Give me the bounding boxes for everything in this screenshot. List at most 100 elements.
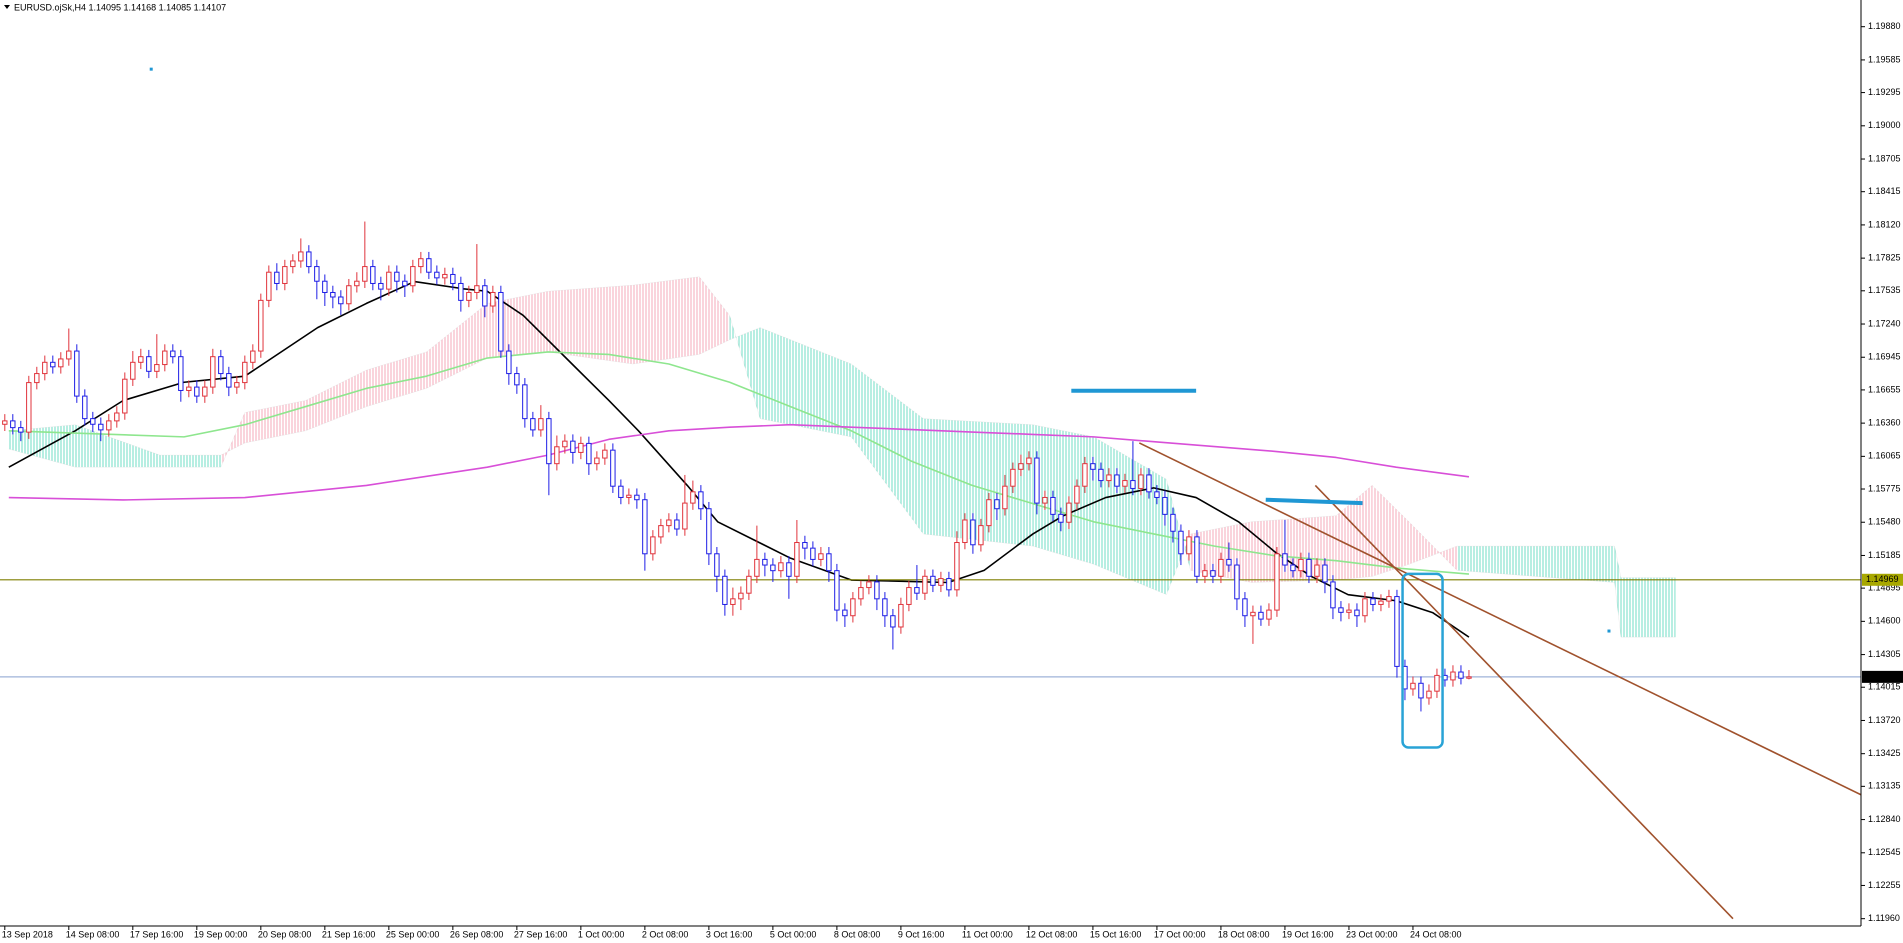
candle-body <box>1058 513 1064 523</box>
trendline <box>1138 442 1861 796</box>
candle-body <box>50 361 56 368</box>
candle-body <box>1282 553 1288 566</box>
candle-body <box>354 280 360 287</box>
y-tick-label: 1.14305 <box>1868 649 1901 659</box>
cloud-segment <box>923 418 1033 547</box>
candle-body <box>490 291 496 307</box>
x-tick-label: 19 Sep 00:00 <box>194 929 248 939</box>
x-tick-label: 2 Oct 08:00 <box>642 929 689 939</box>
cloud-segment <box>548 285 633 365</box>
candle-body <box>194 386 200 397</box>
candle-body <box>1346 609 1352 613</box>
candle-body <box>386 271 392 290</box>
candle-body <box>458 282 464 301</box>
candle-body <box>498 291 504 352</box>
candle-body <box>250 350 256 363</box>
candle-body <box>986 499 992 527</box>
candle-body <box>26 382 32 433</box>
candle-body <box>1362 598 1368 617</box>
candle-body <box>1298 558 1304 572</box>
candle-body <box>1322 564 1328 583</box>
candle-body <box>210 356 216 388</box>
candle-body <box>2 420 8 425</box>
candle-body <box>962 519 968 544</box>
candle-body <box>586 442 592 465</box>
price-label: 1.14107 <box>1866 671 1899 681</box>
candle-body <box>234 382 240 388</box>
candle-body <box>1210 570 1216 577</box>
x-tick-label: 15 Oct 16:00 <box>1090 929 1142 939</box>
y-tick-label: 1.15185 <box>1868 550 1901 560</box>
candle-body <box>762 558 768 566</box>
candle-body <box>802 542 808 549</box>
candle-body <box>90 418 96 425</box>
cloud-segment <box>1336 485 1373 581</box>
candle-body <box>18 427 24 433</box>
candle-body <box>1002 485 1008 510</box>
y-tick-label: 1.15775 <box>1868 483 1901 493</box>
candle-body <box>242 361 248 384</box>
candle-body <box>546 418 552 465</box>
candle-body <box>42 361 48 375</box>
candle-body <box>162 350 168 366</box>
candle-body <box>178 356 184 391</box>
candle-body <box>450 273 456 284</box>
x-tick-label: 24 Oct 08:00 <box>1410 929 1462 939</box>
candle-body <box>938 578 944 586</box>
candle-body <box>322 280 328 293</box>
candle-body <box>1082 463 1088 487</box>
cloud-segment <box>75 424 161 468</box>
candle-body <box>1266 609 1272 620</box>
candle-body <box>1274 553 1280 611</box>
candle-body <box>378 282 384 290</box>
candle-body <box>522 384 528 420</box>
candle-body <box>66 350 72 360</box>
candle-body <box>906 587 912 605</box>
candle-body <box>122 378 128 414</box>
candle-body <box>890 615 896 628</box>
candle-body <box>1162 496 1168 515</box>
candle-body <box>98 423 104 431</box>
candle-body <box>898 603 904 628</box>
candle-body <box>10 420 16 429</box>
candle-body <box>850 598 856 617</box>
candle-body <box>842 609 848 617</box>
cloud-segment <box>160 455 221 468</box>
candle-body <box>1202 570 1208 577</box>
candle-body <box>442 273 448 279</box>
candle-body <box>1114 474 1120 487</box>
candle-body <box>1194 536 1200 577</box>
candle-body <box>1338 607 1344 613</box>
y-tick-label: 1.12840 <box>1868 814 1901 824</box>
candle-body <box>730 598 736 605</box>
x-tick-label: 1 Oct 00:00 <box>578 929 625 939</box>
candle-body <box>914 587 920 594</box>
candle-body <box>874 581 880 600</box>
candle-body <box>1306 558 1312 577</box>
candle-body <box>82 395 88 420</box>
cloud-segment <box>1620 577 1676 638</box>
candle-body <box>514 373 520 386</box>
candle-body <box>1250 611 1256 617</box>
candle-body <box>922 575 928 594</box>
candle-body <box>650 536 656 555</box>
candle-body <box>330 291 336 298</box>
moving-average <box>8 423 1470 501</box>
x-tick-label: 18 Oct 08:00 <box>1218 929 1270 939</box>
candle-body <box>794 542 800 577</box>
candle-body <box>1426 690 1432 699</box>
x-tick-label: 26 Sep 08:00 <box>450 929 504 939</box>
candle-body <box>1026 457 1032 465</box>
y-tick-label: 1.19880 <box>1868 21 1901 31</box>
x-tick-label: 11 Oct 00:00 <box>962 929 1013 939</box>
y-tick-label: 1.13425 <box>1868 748 1901 758</box>
candle-body <box>346 285 352 305</box>
candle-body <box>1146 474 1152 493</box>
candle-body <box>338 296 344 305</box>
candle-body <box>770 564 776 572</box>
candle-body <box>722 575 728 605</box>
candle-body <box>1434 674 1440 692</box>
moving-average <box>8 280 1470 638</box>
